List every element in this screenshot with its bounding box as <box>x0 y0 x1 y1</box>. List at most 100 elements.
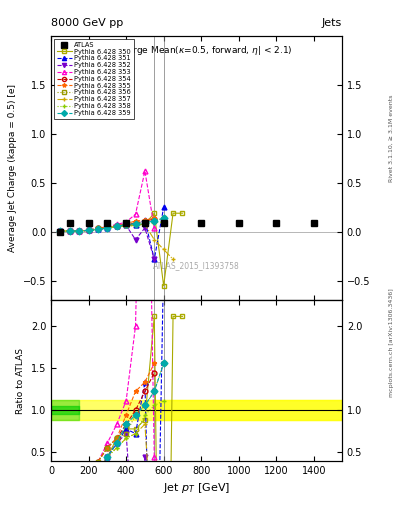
Pythia 6.428 350 <box>95 226 100 232</box>
Pythia 6.428 350 <box>171 210 175 216</box>
Pythia 6.428 357 <box>86 227 91 233</box>
Pythia 6.428 358 <box>114 224 119 230</box>
Pythia 6.428 351 <box>114 223 119 229</box>
Pythia 6.428 353 <box>124 219 129 225</box>
Pythia 6.428 354 <box>95 225 100 231</box>
Pythia 6.428 350 <box>143 221 147 227</box>
Line: ATLAS: ATLAS <box>57 220 317 236</box>
Pythia 6.428 354 <box>143 218 147 224</box>
Pythia 6.428 350 <box>58 228 63 234</box>
Pythia 6.428 352 <box>95 226 100 232</box>
Text: Rivet 3.1.10, ≥ 3.1M events: Rivet 3.1.10, ≥ 3.1M events <box>389 95 393 182</box>
Pythia 6.428 354 <box>86 227 91 233</box>
Pythia 6.428 350 <box>68 228 72 234</box>
Pythia 6.428 355 <box>114 223 119 229</box>
Pythia 6.428 350 <box>152 210 157 216</box>
Pythia 6.428 353 <box>143 168 147 174</box>
Pythia 6.428 354 <box>58 228 63 234</box>
Pythia 6.428 359 <box>68 228 72 234</box>
Pythia 6.428 351 <box>133 222 138 228</box>
Line: Pythia 6.428 350: Pythia 6.428 350 <box>58 211 185 288</box>
Pythia 6.428 358 <box>77 228 82 234</box>
Pythia 6.428 352 <box>58 228 63 234</box>
Line: Pythia 6.428 354: Pythia 6.428 354 <box>58 217 157 234</box>
Pythia 6.428 352 <box>86 227 91 233</box>
Pythia 6.428 351 <box>152 256 157 262</box>
Pythia 6.428 356 <box>124 222 129 228</box>
Pythia 6.428 355 <box>95 225 100 231</box>
Pythia 6.428 354 <box>77 228 82 234</box>
Pythia 6.428 357 <box>95 226 100 232</box>
Pythia 6.428 359 <box>114 223 119 229</box>
Pythia 6.428 359 <box>133 221 138 227</box>
Pythia 6.428 354 <box>152 216 157 222</box>
Pythia 6.428 358 <box>86 227 91 233</box>
Pythia 6.428 352 <box>105 225 110 231</box>
Pythia 6.428 356 <box>114 223 119 229</box>
Pythia 6.428 351 <box>95 226 100 232</box>
Pythia 6.428 358 <box>58 228 63 234</box>
Pythia 6.428 353 <box>58 228 63 234</box>
Pythia 6.428 358 <box>133 222 138 228</box>
Pythia 6.428 357 <box>58 228 63 234</box>
Pythia 6.428 359 <box>95 226 100 232</box>
Pythia 6.428 359 <box>58 228 63 234</box>
ATLAS <box>161 220 166 226</box>
Text: Jet Charge Mean($\kappa$=0.5, forward, $\eta$| < 2.1): Jet Charge Mean($\kappa$=0.5, forward, $… <box>100 44 293 57</box>
Pythia 6.428 358 <box>95 226 100 232</box>
Pythia 6.428 355 <box>133 218 138 224</box>
Legend: ATLAS, Pythia 6.428 350, Pythia 6.428 351, Pythia 6.428 352, Pythia 6.428 353, P: ATLAS, Pythia 6.428 350, Pythia 6.428 35… <box>54 39 134 118</box>
Pythia 6.428 357 <box>114 224 119 230</box>
ATLAS <box>58 229 63 235</box>
Pythia 6.428 359 <box>124 221 129 227</box>
Pythia 6.428 350 <box>133 222 138 228</box>
ATLAS <box>86 220 91 226</box>
Y-axis label: Average Jet Charge (kappa = 0.5) [e]: Average Jet Charge (kappa = 0.5) [e] <box>8 84 17 252</box>
Line: Pythia 6.428 356: Pythia 6.428 356 <box>58 216 166 234</box>
Pythia 6.428 356 <box>133 221 138 227</box>
Pythia 6.428 355 <box>86 227 91 233</box>
ATLAS <box>311 220 316 226</box>
Pythia 6.428 358 <box>68 228 72 234</box>
Pythia 6.428 355 <box>152 215 157 221</box>
ATLAS <box>124 220 129 226</box>
Pythia 6.428 355 <box>77 228 82 234</box>
Pythia 6.428 356 <box>152 218 157 224</box>
Pythia 6.428 355 <box>124 221 129 227</box>
Pythia 6.428 351 <box>124 222 129 228</box>
Line: Pythia 6.428 357: Pythia 6.428 357 <box>58 222 176 262</box>
Pythia 6.428 359 <box>77 228 82 234</box>
Pythia 6.428 351 <box>143 217 147 223</box>
Pythia 6.428 353 <box>152 225 157 231</box>
Pythia 6.428 356 <box>95 225 100 231</box>
Pythia 6.428 354 <box>68 228 72 234</box>
Pythia 6.428 357 <box>171 256 175 262</box>
Pythia 6.428 357 <box>133 222 138 228</box>
Y-axis label: Ratio to ATLAS: Ratio to ATLAS <box>16 348 25 414</box>
Pythia 6.428 355 <box>58 228 63 234</box>
Line: Pythia 6.428 355: Pythia 6.428 355 <box>58 216 157 234</box>
Pythia 6.428 356 <box>105 224 110 230</box>
Pythia 6.428 352 <box>152 256 157 262</box>
ATLAS <box>274 220 279 226</box>
Pythia 6.428 350 <box>180 210 185 216</box>
Pythia 6.428 354 <box>124 221 129 227</box>
Line: Pythia 6.428 359: Pythia 6.428 359 <box>58 216 166 234</box>
ATLAS <box>105 220 110 226</box>
Pythia 6.428 350 <box>161 283 166 289</box>
Line: Pythia 6.428 352: Pythia 6.428 352 <box>58 223 157 262</box>
ATLAS <box>199 220 204 226</box>
Pythia 6.428 359 <box>86 227 91 233</box>
Pythia 6.428 350 <box>86 227 91 233</box>
Text: Jets: Jets <box>321 18 342 28</box>
Pythia 6.428 351 <box>161 204 166 210</box>
Pythia 6.428 356 <box>86 227 91 233</box>
Pythia 6.428 351 <box>77 228 82 234</box>
X-axis label: Jet $p_T$ [GeV]: Jet $p_T$ [GeV] <box>163 481 230 495</box>
Pythia 6.428 358 <box>105 225 110 231</box>
Pythia 6.428 350 <box>114 223 119 229</box>
Pythia 6.428 351 <box>86 227 91 233</box>
Pythia 6.428 359 <box>105 225 110 231</box>
Pythia 6.428 352 <box>124 222 129 228</box>
Pythia 6.428 352 <box>143 225 147 231</box>
